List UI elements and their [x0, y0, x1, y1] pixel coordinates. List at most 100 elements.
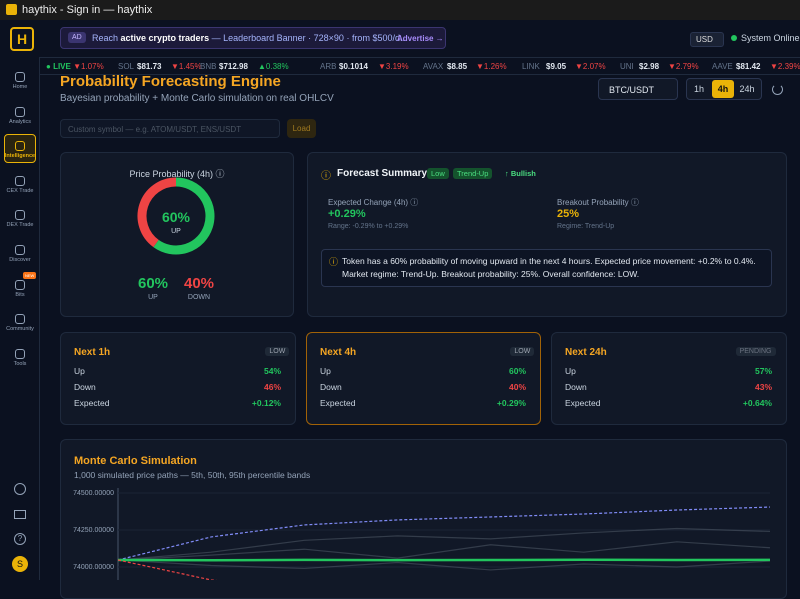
horizon-row-label: Up — [320, 366, 331, 376]
sidebar-icon[interactable] — [15, 210, 25, 221]
sidebar-label[interactable]: Community — [6, 326, 34, 333]
sidebar-icon[interactable] — [15, 314, 25, 325]
y-tick-label: 74250.00000 — [73, 527, 114, 534]
horizon-row-label: Expected — [565, 398, 601, 408]
y-tick-label: 74000.00000 — [73, 564, 114, 571]
up-label: UP — [148, 294, 158, 301]
page-subtitle: Bayesian probability + Monte Carlo simul… — [60, 93, 334, 104]
probability-title-text: Price Probability (4h) — [129, 169, 213, 179]
timeframe-button[interactable]: 1h — [693, 84, 704, 94]
sidebar-icon[interactable] — [15, 348, 25, 359]
ad-body: — Leaderboard Banner · 728×90 · from $50… — [211, 33, 408, 43]
timeframe-button[interactable]: 24h — [739, 84, 755, 94]
live-label: LIVE — [53, 62, 71, 71]
settings-icon[interactable] — [14, 483, 26, 495]
series-line — [118, 558, 771, 562]
ticker-symbol: BNB — [200, 62, 217, 71]
horizon-row-value: 54% — [263, 366, 281, 376]
ticker-price: $712.98 — [219, 62, 248, 71]
series-line — [118, 559, 218, 580]
sidebar-icon[interactable] — [15, 72, 25, 82]
sidebar-label[interactable]: Intelligence — [4, 153, 36, 160]
breakout-label-text: Breakout Probability — [557, 198, 629, 207]
expected-range: Range: -0.29% to +0.29% — [328, 223, 409, 230]
donut-up — [153, 177, 215, 255]
horizon-row-value: 46% — [263, 382, 281, 392]
pair-select[interactable]: BTC/USDT — [598, 78, 678, 100]
sidebar-icon[interactable] — [15, 175, 25, 186]
probability-title: Price Probability (4h) ⓘ — [129, 169, 225, 179]
expected-value: +0.29% — [328, 208, 366, 220]
sidebar-active — [4, 134, 36, 163]
sidebar-label[interactable]: Tools — [13, 360, 27, 367]
chart-subtitle: 1,000 simulated price paths — 5th, 50th,… — [74, 470, 311, 480]
sidebar-icon[interactable] — [15, 279, 25, 290]
ticker-symbol: ARB — [320, 62, 337, 71]
sidebar-label[interactable]: DEX Trade — [6, 222, 34, 229]
ad-banner[interactable] — [60, 27, 446, 49]
sidebar-icon[interactable] — [15, 245, 25, 255]
ticker-change: ▼2.39% — [770, 62, 800, 71]
horizon-badge: PENDING — [735, 347, 776, 356]
ticker-price: $81.73 — [137, 62, 162, 71]
ad-badge: AD — [68, 32, 86, 43]
sidebar-label[interactable]: Home — [12, 84, 28, 90]
custom-symbol-input[interactable]: Custom symbol — e.g. ATOM/USDT, ENS/USDT — [60, 119, 280, 138]
ad-text: Reach active crypto traders — Leaderboar… — [92, 33, 407, 43]
summary-title: Forecast Summary — [337, 168, 428, 179]
sidebar-label[interactable]: CEX Trade — [6, 187, 34, 194]
ticker-change: ▼1.26% — [476, 62, 507, 71]
up-value: 60% — [137, 275, 169, 292]
series-line — [118, 559, 771, 571]
note-text: Token has a 60% probability of moving up… — [342, 256, 756, 279]
horizon-row-value: +0.29% — [496, 398, 526, 408]
crown-icon[interactable] — [14, 510, 26, 519]
refresh-button[interactable] — [772, 84, 783, 95]
currency-select[interactable]: USD — [690, 32, 724, 47]
sidebar — [0, 57, 40, 580]
sidebar-label[interactable]: Bits — [15, 291, 25, 298]
ticker-price: $9.05 — [546, 62, 567, 71]
sidebar-icon[interactable] — [15, 106, 25, 117]
expected-label-text: Expected Change (4h) — [328, 198, 409, 207]
horizon-title: Next 24h — [565, 347, 607, 358]
avatar[interactable]: S — [12, 556, 28, 572]
chart-title: Monte Carlo Simulation — [74, 455, 197, 467]
horizon-row-label: Expected — [320, 398, 356, 408]
sidebar-label[interactable]: Analytics — [8, 118, 31, 125]
ad-highlight: active crypto traders — [120, 33, 210, 43]
sidebar-icon[interactable] — [15, 141, 25, 152]
ad-lead: Reach — [92, 33, 119, 43]
ticker-symbol: AAVE — [712, 62, 733, 71]
ad-cta[interactable]: Advertise → — [397, 34, 444, 43]
breakout-label: Breakout Probability ⓘ — [557, 198, 639, 207]
window-bar — [0, 0, 800, 20]
timeframe-button[interactable]: 4h — [712, 80, 734, 98]
help-icon[interactable]: ? — [14, 533, 26, 545]
summary-tag: ↑ Bullish — [505, 169, 536, 178]
sidebar-badge: NEW — [23, 272, 37, 279]
load-button[interactable]: Load — [287, 119, 316, 138]
series-line — [118, 541, 771, 561]
horizon-row-label: Down — [74, 382, 96, 392]
summary-tag: Trend-Up — [453, 168, 493, 179]
monte-carlo-chart: 74500.00000 74250.00000 74000.00000 — [73, 488, 771, 580]
ticker-change: ▼2.79% — [668, 62, 699, 71]
window-title: haythix - Sign in — haythix — [22, 4, 153, 16]
ticker-price: $2.98 — [639, 62, 660, 71]
down-value: 40% — [183, 275, 215, 292]
ticker-live: ● LIVE ▼1.07% — [46, 62, 104, 71]
horizon-row-value: 43% — [754, 382, 772, 392]
ticker-price: $81.42 — [736, 62, 761, 71]
logo[interactable]: H — [10, 27, 34, 51]
horizon-row-value: +0.64% — [742, 398, 772, 408]
ticker-change: ▼1.45% — [171, 62, 202, 71]
window-icon — [6, 4, 17, 15]
sidebar-label[interactable]: Discover — [9, 257, 31, 263]
summary-tag: Low — [427, 168, 449, 179]
donut-value: 60% — [161, 209, 191, 225]
y-tick-label: 74500.00000 — [73, 490, 114, 497]
donut-down — [137, 177, 177, 248]
horizon-title: Next 4h — [320, 347, 357, 358]
